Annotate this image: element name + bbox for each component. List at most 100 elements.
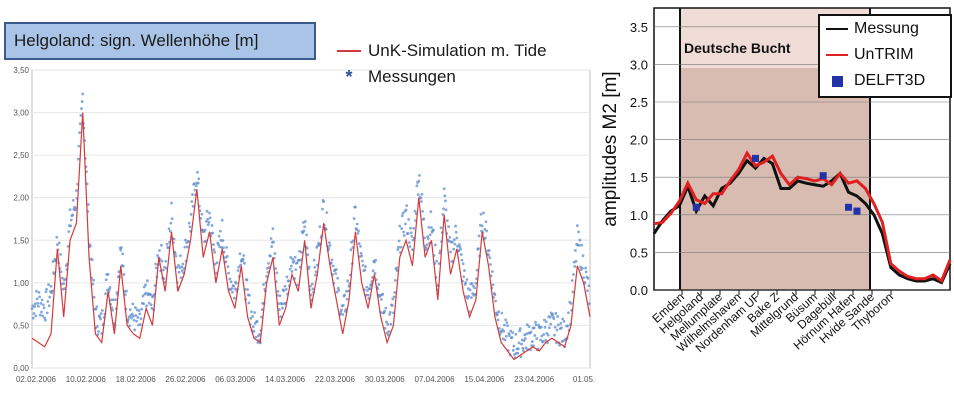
messungen-point bbox=[364, 265, 367, 268]
messungen-point bbox=[92, 295, 96, 299]
messungen-point bbox=[502, 323, 506, 327]
messungen-point bbox=[490, 270, 494, 273]
messungen-point bbox=[204, 239, 208, 243]
messungen-point bbox=[491, 283, 495, 287]
messungen-point bbox=[462, 275, 466, 279]
messungen-point bbox=[433, 243, 437, 247]
messungen-point bbox=[525, 323, 529, 327]
messungen-point bbox=[553, 333, 556, 337]
messungen-point bbox=[489, 263, 492, 266]
messungen-point bbox=[383, 326, 387, 330]
messungen-point bbox=[385, 331, 389, 335]
messungen-point bbox=[40, 310, 43, 314]
messungen-point bbox=[208, 216, 212, 220]
messungen-point bbox=[66, 244, 70, 248]
messungen-point bbox=[311, 287, 315, 291]
messungen-point bbox=[204, 219, 208, 223]
messungen-point bbox=[135, 319, 139, 323]
messungen-point bbox=[454, 224, 457, 228]
messungen-point bbox=[203, 228, 207, 232]
messungen-point bbox=[345, 297, 349, 301]
messungen-point bbox=[546, 333, 550, 337]
messungen-point bbox=[294, 268, 298, 272]
messungen-point bbox=[411, 248, 414, 252]
messungen-point bbox=[99, 312, 103, 315]
messungen-point bbox=[167, 227, 171, 231]
messungen-point bbox=[217, 234, 221, 238]
messungen-point bbox=[473, 286, 476, 290]
messungen-point bbox=[74, 206, 78, 210]
messungen-point bbox=[236, 269, 240, 272]
left-x-tick-label: 01.05. bbox=[573, 375, 595, 384]
right-chart-legend: Messung UnTRIM DELFT3D bbox=[818, 14, 952, 98]
messungen-point bbox=[179, 276, 183, 280]
messungen-point bbox=[274, 267, 277, 270]
messungen-point bbox=[134, 314, 138, 317]
messungen-point bbox=[422, 217, 426, 221]
messungen-point bbox=[104, 278, 108, 282]
messungen-point bbox=[363, 268, 367, 272]
messungen-point bbox=[518, 327, 522, 330]
messungen-point bbox=[206, 223, 210, 227]
legend-label-simulation: UnK-Simulation m. Tide bbox=[368, 41, 547, 60]
messungen-point bbox=[549, 322, 553, 326]
messungen-point bbox=[206, 217, 210, 221]
left-x-tick-label: 02.02.2006 bbox=[16, 375, 57, 384]
messungen-point bbox=[47, 304, 51, 308]
messungen-point bbox=[128, 324, 132, 328]
messungen-point bbox=[251, 315, 255, 318]
messungen-point bbox=[533, 334, 537, 337]
messungen-point bbox=[95, 305, 99, 309]
messungen-point bbox=[279, 315, 282, 319]
messungen-point bbox=[532, 326, 536, 330]
messungen-point bbox=[35, 289, 38, 293]
messungen-point bbox=[349, 248, 353, 252]
messungen-point bbox=[158, 249, 161, 252]
right-y-tick-label: 2.0 bbox=[630, 133, 648, 148]
messungen-point bbox=[355, 222, 359, 226]
right-y-tick-label: 1.5 bbox=[630, 170, 648, 185]
messungen-point bbox=[131, 302, 135, 306]
messungen-point bbox=[289, 256, 293, 259]
messungen-point bbox=[543, 325, 547, 329]
messungen-point bbox=[493, 293, 497, 297]
messungen-point bbox=[421, 210, 424, 213]
messungen-point bbox=[307, 265, 311, 269]
messungen-point bbox=[584, 270, 588, 274]
simulation-line bbox=[31, 112, 591, 361]
messungen-point bbox=[527, 325, 531, 329]
messungen-point bbox=[401, 211, 405, 215]
messungen-point bbox=[141, 294, 145, 298]
messungen-point bbox=[350, 240, 353, 244]
messungen-point bbox=[409, 226, 412, 230]
messungen-point bbox=[275, 271, 279, 275]
messungen-point bbox=[580, 266, 584, 270]
messungen-point bbox=[443, 194, 447, 198]
messungen-point bbox=[411, 238, 415, 242]
messungen-point bbox=[248, 293, 251, 297]
messungen-point bbox=[482, 211, 485, 215]
messungen-point bbox=[477, 247, 480, 251]
messungen-point bbox=[154, 266, 158, 270]
messungen-point bbox=[548, 315, 552, 319]
messungen-point bbox=[308, 284, 312, 288]
messungen-point bbox=[184, 238, 187, 242]
messungen-point bbox=[208, 211, 211, 215]
messungen-point bbox=[452, 238, 456, 242]
messungen-point bbox=[249, 310, 253, 314]
messungen-point bbox=[243, 261, 246, 265]
untrim-line bbox=[653, 150, 952, 284]
messungen-point bbox=[139, 317, 143, 321]
left-y-tick-label: 2,50 bbox=[13, 151, 29, 160]
messungen-point bbox=[69, 218, 73, 222]
messungen-point bbox=[132, 318, 136, 322]
messungen-point bbox=[193, 188, 197, 192]
messungen-point bbox=[80, 100, 84, 103]
messungen-point bbox=[341, 313, 345, 316]
messungen-point bbox=[570, 279, 574, 282]
messungen-point bbox=[55, 235, 59, 239]
delft3d-marker bbox=[819, 172, 827, 180]
messungen-point bbox=[313, 265, 317, 269]
messungen-point bbox=[381, 292, 385, 296]
messungen-point bbox=[122, 273, 126, 276]
